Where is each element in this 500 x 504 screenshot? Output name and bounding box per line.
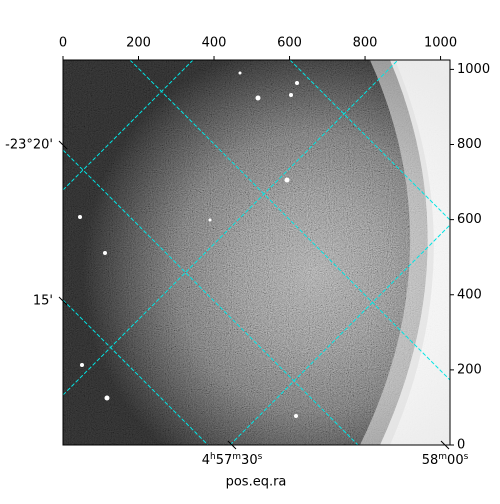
- y-tick-label: 200: [457, 362, 482, 377]
- dec-tick: [58, 140, 68, 150]
- sky-image: [63, 60, 450, 445]
- y-tick-label: 1000: [457, 62, 490, 77]
- axes-frame: [62, 59, 451, 446]
- y-tick-label: 400: [457, 287, 482, 302]
- ra-tick: [440, 440, 450, 450]
- y-tick-label: 800: [457, 137, 482, 152]
- y-tick-label: 0: [457, 438, 465, 453]
- x-tick-label: 0: [59, 36, 67, 51]
- ra-tick-label: 58m00s: [422, 452, 469, 468]
- x-tick-label: 1000: [424, 36, 457, 51]
- x-tick-label: 600: [277, 36, 302, 51]
- ra-tick: [227, 440, 237, 450]
- x-tick-label: 400: [202, 36, 227, 51]
- x-axis-label: pos.eq.ra: [226, 475, 287, 490]
- coordinate-grid: [63, 60, 450, 445]
- y-tick-label: 600: [457, 212, 482, 227]
- dec-tick: [58, 296, 68, 306]
- ra-tick-label: 4h57m30s: [202, 452, 263, 468]
- x-tick-label: 200: [126, 36, 151, 51]
- x-tick-label: 800: [353, 36, 378, 51]
- dec-tick-label: 15': [33, 294, 53, 309]
- dec-tick-label: -23°20': [5, 138, 53, 153]
